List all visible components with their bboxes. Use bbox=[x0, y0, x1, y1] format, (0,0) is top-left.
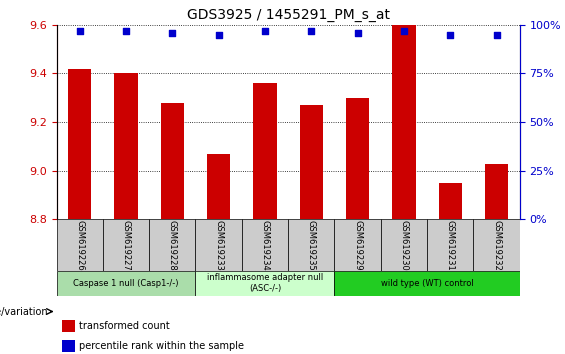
Text: genotype/variation: genotype/variation bbox=[0, 307, 48, 316]
Text: percentile rank within the sample: percentile rank within the sample bbox=[79, 341, 244, 351]
Bar bbox=[288, 219, 334, 271]
Text: transformed count: transformed count bbox=[79, 321, 170, 331]
Bar bbox=[115, 73, 138, 219]
Bar bbox=[149, 219, 195, 271]
Text: GSM619230: GSM619230 bbox=[399, 220, 408, 270]
Bar bbox=[195, 271, 334, 296]
Point bbox=[446, 32, 455, 37]
Bar bbox=[485, 164, 508, 219]
Point bbox=[353, 30, 362, 35]
Text: GSM619231: GSM619231 bbox=[446, 220, 455, 270]
Text: GSM619235: GSM619235 bbox=[307, 220, 316, 270]
Bar bbox=[334, 271, 520, 296]
Bar bbox=[161, 103, 184, 219]
Bar bbox=[254, 83, 277, 219]
Point bbox=[307, 28, 316, 33]
Point bbox=[121, 28, 131, 33]
Bar bbox=[103, 219, 149, 271]
Text: GSM619226: GSM619226 bbox=[75, 220, 84, 270]
Bar bbox=[393, 25, 416, 219]
Bar bbox=[427, 219, 473, 271]
Bar bbox=[381, 219, 427, 271]
Bar bbox=[242, 219, 288, 271]
Point bbox=[399, 28, 408, 33]
Text: GSM619233: GSM619233 bbox=[214, 220, 223, 270]
Point bbox=[214, 32, 223, 37]
Title: GDS3925 / 1455291_PM_s_at: GDS3925 / 1455291_PM_s_at bbox=[186, 8, 390, 22]
Text: inflammasome adapter null
(ASC-/-): inflammasome adapter null (ASC-/-) bbox=[207, 274, 323, 293]
Text: GSM619228: GSM619228 bbox=[168, 220, 177, 270]
Text: wild type (WT) control: wild type (WT) control bbox=[381, 279, 473, 288]
Bar bbox=[62, 340, 75, 352]
Text: GSM619232: GSM619232 bbox=[492, 220, 501, 270]
Bar bbox=[207, 154, 231, 219]
Bar bbox=[300, 105, 323, 219]
Point bbox=[260, 28, 270, 33]
Point bbox=[492, 32, 501, 37]
Bar bbox=[62, 320, 75, 332]
Text: GSM619227: GSM619227 bbox=[121, 220, 131, 270]
Point bbox=[168, 30, 177, 35]
Bar bbox=[68, 69, 92, 219]
Point bbox=[75, 28, 84, 33]
Bar bbox=[346, 98, 370, 219]
Text: GSM619234: GSM619234 bbox=[260, 220, 270, 270]
Bar bbox=[56, 219, 103, 271]
Bar bbox=[195, 219, 242, 271]
Bar bbox=[439, 183, 462, 219]
Text: Caspase 1 null (Casp1-/-): Caspase 1 null (Casp1-/-) bbox=[73, 279, 179, 288]
Bar bbox=[473, 219, 520, 271]
Bar bbox=[56, 271, 195, 296]
Bar bbox=[334, 219, 381, 271]
Text: GSM619229: GSM619229 bbox=[353, 220, 362, 270]
